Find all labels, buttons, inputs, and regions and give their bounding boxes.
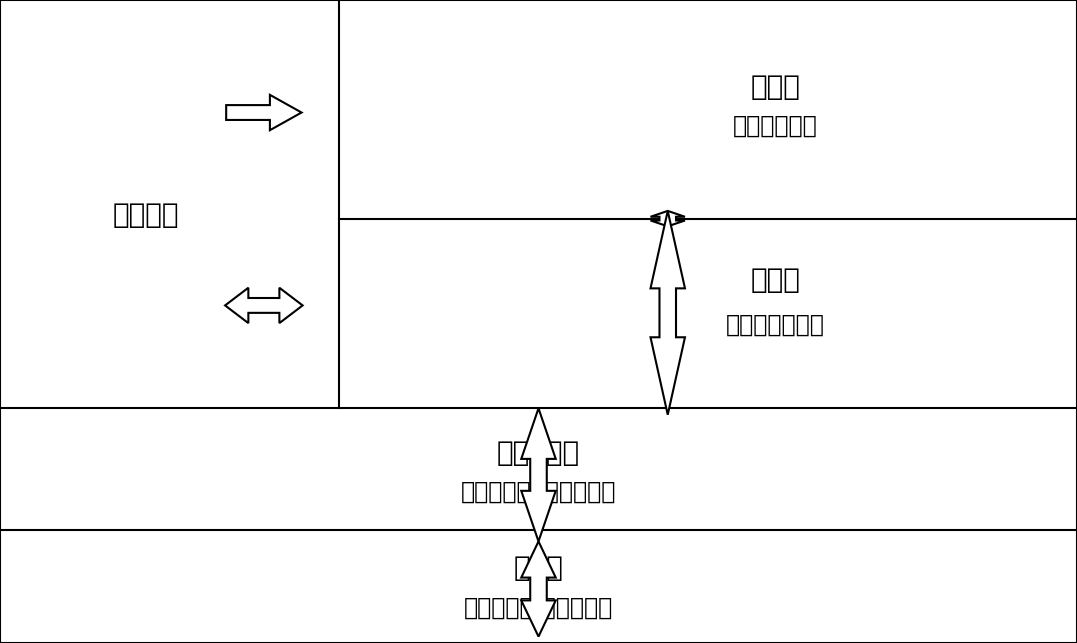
Text: （硬件抽象/底层控制）: （硬件抽象/底层控制）: [464, 595, 613, 620]
Text: 场景模型: 场景模型: [112, 201, 179, 230]
Polygon shape: [651, 211, 685, 415]
Text: 服务源语层: 服务源语层: [496, 439, 581, 467]
Polygon shape: [521, 408, 556, 541]
Polygon shape: [225, 288, 303, 323]
Text: 规划层: 规划层: [751, 73, 800, 101]
Polygon shape: [651, 211, 685, 226]
Text: （任务规划）: （任务规划）: [733, 113, 817, 138]
Text: （功能服务与功能源语）: （功能服务与功能源语）: [461, 480, 616, 504]
Polygon shape: [521, 541, 556, 637]
Text: 能力层: 能力层: [751, 266, 800, 294]
Polygon shape: [226, 95, 302, 130]
Text: 设备层: 设备层: [514, 554, 563, 582]
Text: （对象级抽象）: （对象级抽象）: [726, 312, 825, 337]
